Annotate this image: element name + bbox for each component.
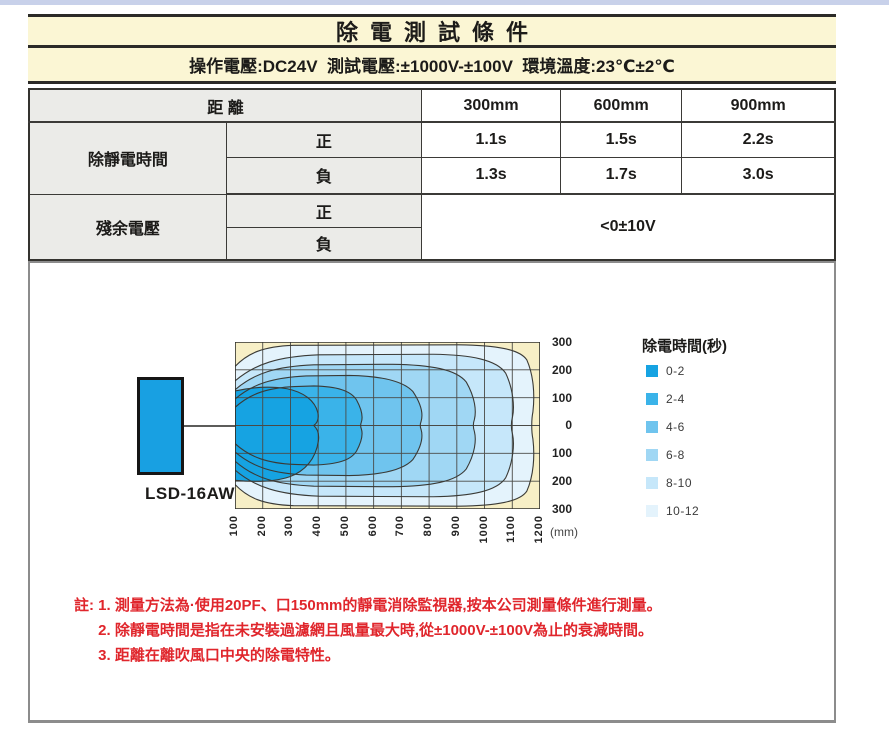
notes-list: 1. 測量方法為·使用20PF、口150mm的靜電消除監視器,按本公司測量條件進… (98, 593, 661, 668)
y-tick-label: 200 (551, 362, 572, 377)
legend-swatch (646, 449, 658, 461)
y-tick-label: 300 (551, 501, 572, 516)
residual-value: <0±10V (420, 193, 836, 261)
table-row-distance: 距 離 300mm 600mm 900mm (28, 88, 836, 123)
col-header-900mm: 900mm (681, 88, 836, 123)
device-model-label: LSD-16AW (145, 484, 235, 503)
x-tick-label: 800 (422, 515, 435, 537)
x-tick-label: 500 (338, 515, 351, 537)
x-tick-label: 200 (255, 515, 268, 537)
title-bar: 除電測試條件 (28, 14, 836, 48)
residual-group-label: 殘余電壓 (28, 193, 227, 261)
time-pos-600: 1.5s (560, 121, 683, 158)
legend-label: 6-8 (666, 448, 685, 462)
table-row-residual-negative: 負 (29, 226, 835, 261)
legend-label: 4-6 (666, 420, 685, 434)
conditions-bar: 操作電壓:DC24V 測試電壓:±1000V-±100V 環境溫度:23℃±2℃ (28, 48, 836, 84)
y-tick-label: 300 (551, 335, 572, 349)
legend-label: 2-4 (666, 392, 685, 406)
y-tick-label: 100 (551, 390, 572, 405)
legend-swatch (646, 393, 658, 405)
legend-label: 8-10 (666, 476, 693, 490)
note-line: 3. 距離在離吹風口中央的除電特性。 (98, 647, 340, 664)
test-conditions: 操作電壓:DC24V 測試電壓:±1000V-±100V 環境溫度:23℃±2℃ (189, 57, 675, 76)
time-neg-300: 1.3s (420, 156, 562, 195)
chart-panel: LSD-16AW 300 200 100 0 100 200 300 100 200 300 40… (28, 261, 836, 723)
legend-label: 10-12 (666, 504, 700, 518)
x-tick-label: 1100 (505, 515, 518, 543)
col-header-300mm: 300mm (420, 88, 562, 123)
legend-label: 0-2 (666, 364, 685, 378)
x-axis-unit: (mm) (550, 525, 578, 539)
note-line: 2. 除靜電時間是指在未安裝過濾網且風量最大時,從±1000V-±100V為止的… (98, 622, 654, 639)
page-title: 除電測試條件 (335, 20, 540, 45)
note-line: 1. 測量方法為·使用20PF、口150mm的靜電消除監視器,按本公司測量條件進… (98, 597, 662, 614)
residual-polarity-negative: 負 (225, 226, 422, 261)
contour-outlines (235, 345, 534, 506)
x-tick-label: 1200 (533, 515, 546, 544)
notes-block: 註: 1. 測量方法為·使用20PF、口150mm的靜電消除監視器,按本公司測量… (74, 593, 662, 668)
legend-swatch (646, 421, 658, 433)
x-tick-label: 400 (311, 515, 324, 537)
legend-items: 0-2 2-4 4-6 6-8 8-10 10-12 (646, 363, 699, 519)
x-tick-label: 700 (394, 515, 407, 537)
residual-polarity-positive: 正 (225, 193, 422, 228)
time-pos-900: 2.2s (681, 121, 836, 158)
table-row-residual-positive: 殘余電壓 正 <0±10V (28, 193, 836, 261)
device-centerline (184, 425, 235, 427)
legend-item: 4-6 (646, 419, 699, 435)
legend-swatch (646, 365, 658, 377)
legend-item: 2-4 (646, 391, 699, 407)
y-tick-label: 0 (565, 418, 572, 433)
legend-item: 8-10 (646, 475, 699, 491)
time-pos-300: 1.1s (420, 121, 562, 158)
y-tick-label: 200 (551, 474, 572, 489)
x-tick-label: 1000 (477, 515, 490, 544)
distance-header: 距 離 (28, 88, 422, 123)
table-row-time-negative: 負 1.3s 1.7s 3.0s (29, 156, 836, 195)
polarity-positive: 正 (225, 121, 422, 158)
legend-item: 10-12 (646, 503, 699, 519)
time-neg-600: 1.7s (560, 156, 683, 195)
legend-swatch (646, 505, 658, 517)
ionizer-device-shape (137, 377, 184, 475)
contour-plot (235, 342, 540, 509)
col-header-600mm: 600mm (560, 88, 683, 123)
spec-table: 距 離 300mm 600mm 900mm 除靜電時間 正 1.1s 1.5s … (28, 88, 836, 262)
top-strip (0, 0, 889, 5)
time-neg-900: 3.0s (681, 156, 836, 195)
x-tick-label: 100 (228, 515, 240, 537)
legend-title: 除電時間(秒) (642, 338, 727, 355)
x-tick-label: 600 (366, 515, 379, 537)
legend-item: 0-2 (646, 363, 699, 379)
time-group-label: 除靜電時間 (28, 121, 227, 195)
polarity-negative: 負 (225, 156, 422, 195)
legend-swatch (646, 477, 658, 489)
notes-prefix: 註: (74, 597, 99, 614)
y-tick-label: 100 (551, 446, 572, 461)
legend-item: 6-8 (646, 447, 699, 463)
x-tick-label: 300 (283, 515, 296, 537)
x-tick-label: 900 (449, 515, 462, 537)
table-row-time-positive: 除靜電時間 正 1.1s 1.5s 2.2s (28, 121, 836, 195)
